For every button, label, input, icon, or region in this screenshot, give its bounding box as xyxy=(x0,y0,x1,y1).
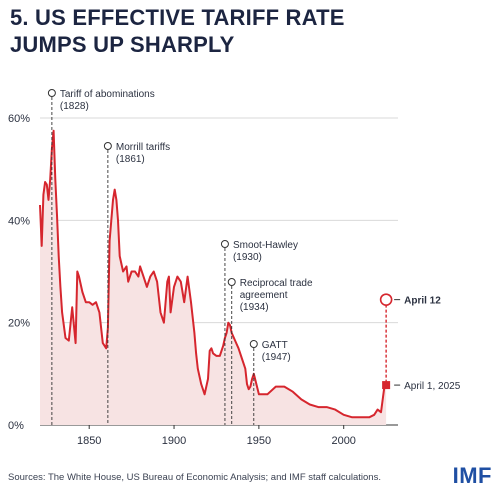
annotation-label: Reciprocal trade xyxy=(240,278,313,289)
annotation-year: (1934) xyxy=(240,302,269,313)
annotation-year: (1947) xyxy=(262,352,291,363)
annotation-year: (1930) xyxy=(233,252,262,263)
series-line xyxy=(39,129,387,419)
chart-title-line2: JUMPS UP SHARPLY xyxy=(10,32,235,57)
x-tick-label: 1900 xyxy=(162,435,186,447)
chart-title: 5. US EFFECTIVE TARIFF RATE JUMPS UP SHA… xyxy=(10,4,490,58)
annotation-marker xyxy=(47,89,56,97)
april-12-marker xyxy=(379,293,393,306)
source-note: Sources: The White House, US Bureau of E… xyxy=(8,472,381,483)
series-area xyxy=(40,130,387,426)
annotation-label: Tariff of abominations xyxy=(60,89,155,100)
tariff-rate-chart: 0% 20% 40% 60% 1850 1900 1950 2000 Tariff of abo… xyxy=(8,89,461,447)
annotation-marker xyxy=(249,340,258,348)
y-tick-label: 20% xyxy=(8,318,30,330)
april-12-label: April 12 xyxy=(404,296,441,307)
annotation-label: Smoot-Hawley xyxy=(233,240,298,251)
x-tick-label: 2000 xyxy=(331,435,355,447)
x-tick-label: 1850 xyxy=(77,435,101,447)
annotation-year: (1861) xyxy=(116,154,145,165)
y-tick-label: 60% xyxy=(8,113,30,125)
chart-title-line1: 5. US EFFECTIVE TARIFF RATE xyxy=(10,5,345,30)
y-tick-label: 40% xyxy=(8,215,30,227)
annotation-marker xyxy=(220,240,229,248)
imf-logo: IMF xyxy=(452,463,492,488)
annotation-marker xyxy=(103,142,112,150)
y-tick-label: 0% xyxy=(8,420,24,432)
x-tick-label: 1950 xyxy=(247,435,271,447)
annotation-year: (1828) xyxy=(60,101,89,112)
annotation-label-2: agreement xyxy=(240,290,288,301)
annotation-label: GATT xyxy=(262,340,288,351)
annotation-marker xyxy=(227,278,236,286)
april-1-label: April 1, 2025 xyxy=(404,381,461,392)
annotation-label: Morrill tariffs xyxy=(116,142,170,153)
april-1-marker xyxy=(382,381,391,390)
